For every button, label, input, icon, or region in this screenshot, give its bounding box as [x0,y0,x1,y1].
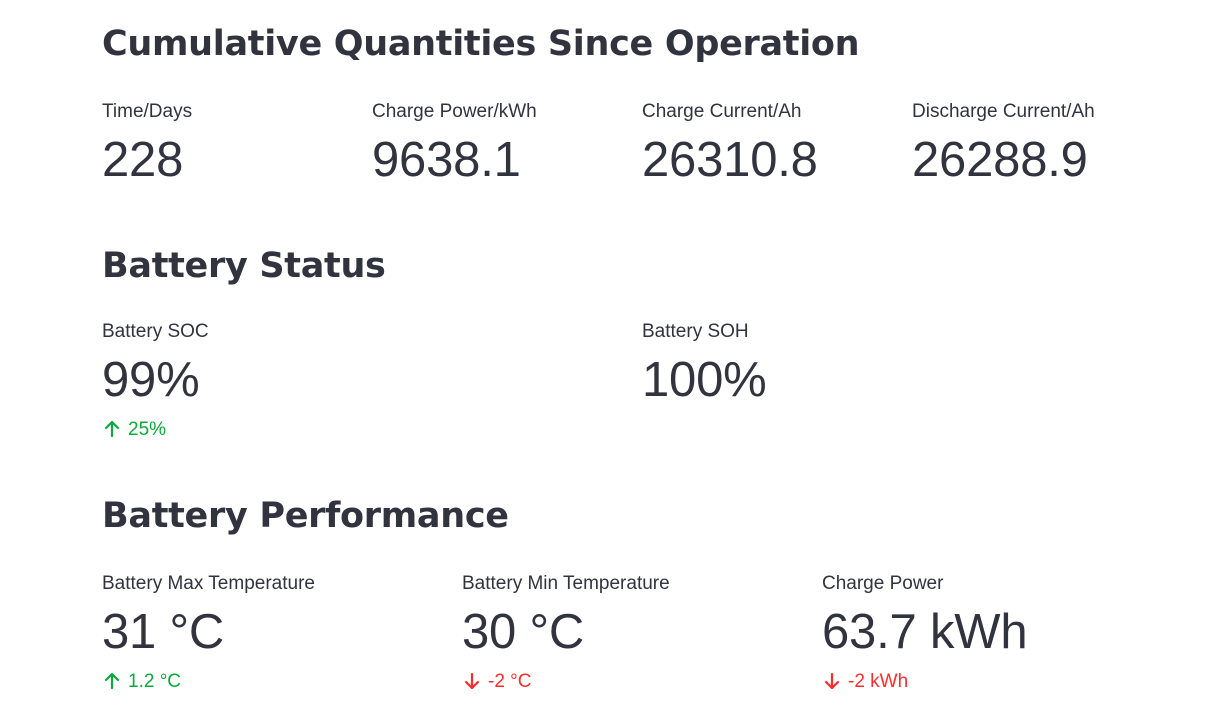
arrow-up-icon [102,671,122,691]
metric-label: Time/Days [102,101,193,122]
metric-label: Charge Power/kWh [372,101,537,122]
metric-discharge-current-ah: Discharge Current/Ah 26288.9 [912,102,1095,185]
metric-value: 63.7 kWh [822,605,1028,659]
metric-label: Charge Current/Ah [642,101,802,122]
metric-delta: -2 kWh [822,671,1027,691]
metric-delta-value: 25% [128,418,167,440]
metric-label: Battery Max Temperature [102,573,315,594]
metric-value: 228 [102,133,184,187]
metric-battery-soh: Battery SOH 100% [642,322,767,405]
metric-battery-max-temperature: Battery Max Temperature 31 °C 1.2 °C [102,574,315,691]
metric-delta: 1.2 °C [102,671,315,691]
metric-label: Battery SOH [642,321,749,342]
arrow-down-icon [462,671,482,691]
metric-charge-power: Charge Power 63.7 kWh -2 kWh [822,573,1028,691]
metric-value: 30 °C [462,605,585,659]
battery-status-section-title: Battery Status [102,246,386,286]
metric-label: Battery Min Temperature [462,573,670,594]
metric-battery-soc: Battery SOC 99% 25% [102,322,209,439]
metric-value: 26288.9 [912,133,1088,187]
metric-charge-current-ah: Charge Current/Ah 26310.8 [642,102,818,185]
cumulative-section-title: Cumulative Quantities Since Operation [102,24,860,64]
metric-label: Charge Power [822,573,944,594]
metric-label: Battery SOC [102,321,209,342]
metric-delta-value: -2 kWh [848,670,909,692]
metric-value: 99% [102,353,200,407]
battery-performance-section-title: Battery Performance [102,496,509,536]
metric-value: 26310.8 [642,133,818,187]
metric-delta-value: -2 °C [488,670,532,692]
metric-time-days: Time/Days 228 [102,102,192,185]
arrow-down-icon [822,671,842,691]
metric-value: 100% [642,353,767,407]
metric-battery-min-temperature: Battery Min Temperature 30 °C -2 °C [462,574,670,691]
metric-delta-value: 1.2 °C [128,670,182,692]
metric-delta: -2 °C [462,671,670,691]
metric-label: Discharge Current/Ah [912,101,1095,122]
metric-value: 9638.1 [372,133,521,187]
arrow-up-icon [102,419,122,439]
metric-value: 31 °C [102,605,225,659]
metric-charge-power-kwh: Charge Power/kWh 9638.1 [372,102,537,185]
metric-delta: 25% [102,419,209,439]
